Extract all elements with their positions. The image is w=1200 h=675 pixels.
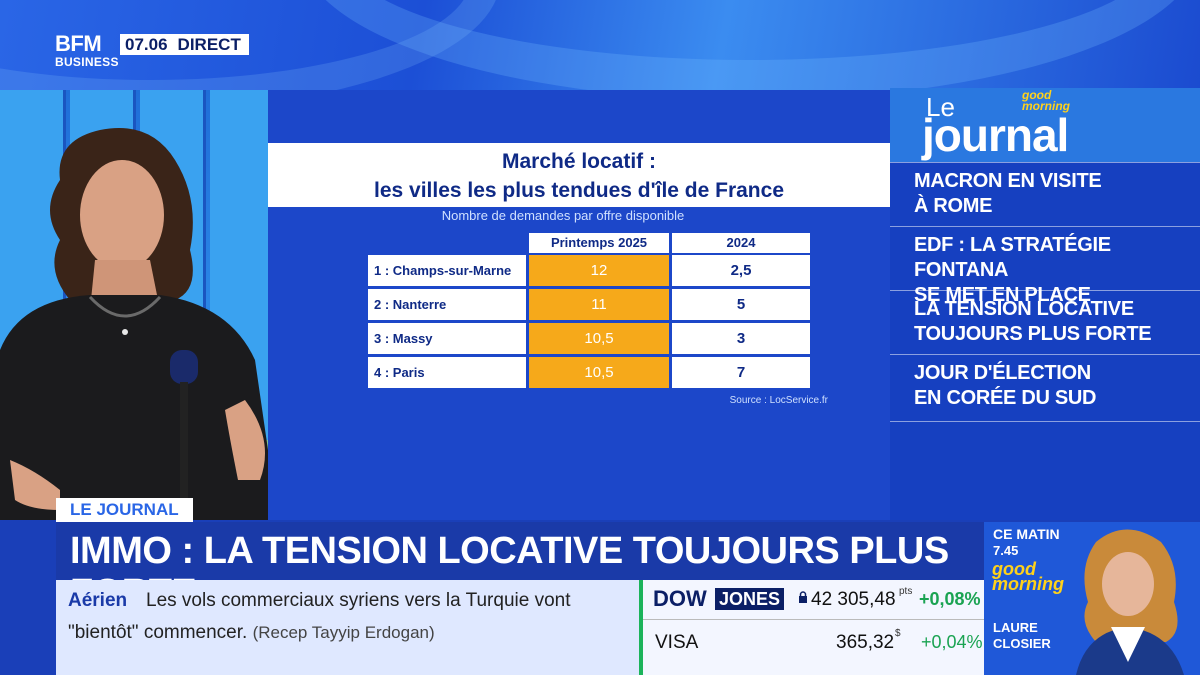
show-line1: good bbox=[992, 559, 1036, 579]
stock-name-visa: VISA bbox=[655, 632, 699, 653]
journal-panel: Le journal good morning MACRON EN VISITE… bbox=[890, 88, 1200, 520]
presenter-figure bbox=[0, 128, 268, 520]
visa-change: +0,04% bbox=[921, 632, 983, 652]
journal-item-line1: LA TENSION LOCATIVE bbox=[914, 298, 1134, 320]
source-note: Source : LocService.fr bbox=[729, 395, 828, 406]
dow-unit: pts bbox=[899, 586, 913, 597]
table-row: 4 : Paris 10,5 7 bbox=[368, 357, 810, 388]
headline-bar: IMMO : LA TENSION LOCATIVE TOUJOURS PLUS… bbox=[56, 522, 984, 614]
section-tag: LE JOURNAL bbox=[56, 498, 193, 522]
good-morning-show-logo: good morning bbox=[992, 559, 1064, 594]
table-row: 1 : Champs-sur-Marne 12 2,5 bbox=[368, 255, 810, 286]
promo-time: 7.45 bbox=[993, 543, 1019, 558]
live-badge: DIRECT bbox=[177, 34, 241, 54]
value-2024-cell: 7 bbox=[672, 357, 810, 388]
journal-item: EDF : LA STRATÉGIE FONTANA SE MET EN PLA… bbox=[890, 226, 1200, 306]
index-name-dow: DOW bbox=[653, 586, 707, 611]
table-row: 2 : Nanterre 11 5 bbox=[368, 289, 810, 320]
news-ticker: Aérien Les vols commerciaux syriens vers… bbox=[56, 580, 639, 675]
studio-view bbox=[0, 90, 268, 520]
decorative-swoosh bbox=[300, 0, 1200, 90]
infographic: Marché locatif : les villes les plus ten… bbox=[268, 90, 890, 520]
infographic-subtitle: Nombre de demandes par offre disponible bbox=[441, 208, 685, 223]
journal-item-line2: EN CORÉE DU SUD bbox=[914, 387, 1097, 409]
dow-value: 42 305,48 bbox=[811, 589, 896, 610]
journal-item: LA TENSION LOCATIVE TOUJOURS PLUS FORTE bbox=[890, 290, 1200, 354]
journal-item-line1: MACRON EN VISITE bbox=[914, 170, 1102, 192]
city-cell: 4 : Paris bbox=[368, 357, 526, 388]
infographic-title: Marché locatif : les villes les plus ten… bbox=[268, 143, 890, 207]
title-line2: les villes les plus tendues d'île de Fra… bbox=[374, 179, 784, 202]
ticker-line1: Les vols commerciaux syriens vers la Tur… bbox=[146, 590, 571, 611]
promo-label: CE MATIN bbox=[993, 526, 1060, 542]
bfm-business-logo: BFM BUSINESS bbox=[55, 31, 119, 75]
value-2024-cell: 5 bbox=[672, 289, 810, 320]
good-morning-logo: good morning bbox=[1022, 88, 1070, 113]
host-last-name: CLOSIER bbox=[993, 636, 1051, 651]
value-2024-cell: 3 bbox=[672, 323, 810, 354]
journal-item-line1: EDF : LA STRATÉGIE FONTANA bbox=[914, 234, 1111, 281]
logo-line1: BFM bbox=[55, 31, 102, 56]
journal-le: Le bbox=[926, 92, 955, 122]
journal-item-line2: SE MET EN PLACE bbox=[914, 284, 1091, 306]
gm-line2: morning bbox=[1022, 99, 1070, 113]
title-line1: Marché locatif : bbox=[501, 150, 657, 173]
journal-item-line2: TOUJOURS PLUS FORTE bbox=[914, 323, 1152, 345]
host-first-name: LAURE bbox=[993, 620, 1038, 635]
value-2025-cell: 11 bbox=[529, 289, 669, 320]
city-cell: 2 : Nanterre bbox=[368, 289, 526, 320]
journal-item-line2: À ROME bbox=[914, 195, 993, 217]
lock-icon bbox=[799, 591, 807, 603]
top-band: BFM BUSINESS 07.06 DIRECT bbox=[0, 0, 1200, 90]
show-line2: morning bbox=[992, 574, 1064, 594]
host-photo bbox=[1076, 529, 1184, 675]
ticker-quote: (Recep Tayyip Erdogan) bbox=[252, 623, 435, 642]
journal-item-line1: JOUR D'ÉLECTION bbox=[914, 362, 1091, 384]
visa-unit: $ bbox=[895, 628, 901, 639]
index-name-jones: JONES bbox=[715, 588, 785, 610]
logo-line2: BUSINESS bbox=[55, 55, 119, 69]
value-2025-cell: 10,5 bbox=[529, 357, 669, 388]
journal-header: Le journal good morning bbox=[890, 88, 1200, 162]
ticker-line2-wrap: "bientôt" commencer. (Recep Tayyip Erdog… bbox=[68, 622, 435, 644]
journal-word: journal bbox=[922, 109, 1069, 161]
column-header-2024: 2024 bbox=[672, 233, 810, 253]
clock-box: 07.06 DIRECT bbox=[120, 34, 249, 55]
ticker-category: Aérien bbox=[68, 590, 128, 611]
value-2025-cell: 12 bbox=[529, 255, 669, 286]
show-promo: CE MATIN 7.45 good morning LAURE CLOSIER bbox=[984, 522, 1200, 675]
value-2025-cell: 10,5 bbox=[529, 323, 669, 354]
market-row-dow: DOW JONES 42 305,48 pts +0,08% bbox=[643, 580, 984, 620]
journal-item: JOUR D'ÉLECTION EN CORÉE DU SUD bbox=[890, 354, 1200, 422]
city-cell: 3 : Massy bbox=[368, 323, 526, 354]
city-cell: 1 : Champs-sur-Marne bbox=[368, 255, 526, 286]
journal-item: MACRON EN VISITE À ROME bbox=[890, 162, 1200, 226]
value-2024-cell: 2,5 bbox=[672, 255, 810, 286]
table-row: 3 : Massy 10,5 3 bbox=[368, 323, 810, 354]
markets-ticker: DOW JONES 42 305,48 pts +0,08% VISA 365,… bbox=[639, 580, 984, 675]
dow-change: +0,08% bbox=[919, 589, 981, 609]
gm-line1: good bbox=[1022, 88, 1052, 102]
column-header-printemps-2025: Printemps 2025 bbox=[529, 233, 669, 253]
clock: 07.06 bbox=[125, 34, 168, 54]
visa-value: 365,32 bbox=[836, 632, 895, 653]
ticker-line2: "bientôt" commencer. bbox=[68, 622, 248, 643]
